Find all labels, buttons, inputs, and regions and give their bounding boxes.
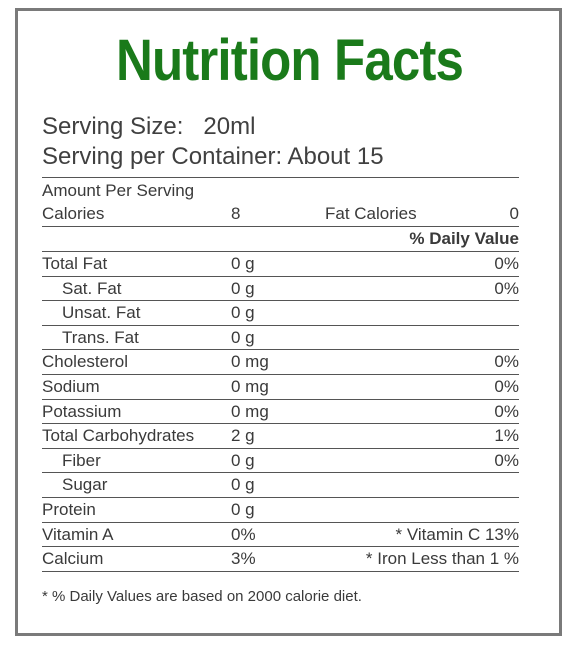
divider [42, 251, 519, 252]
divider [42, 226, 519, 227]
nutrient-daily-value: 0% [494, 352, 519, 371]
footnote: * % Daily Values are based on 2000 calor… [42, 588, 362, 605]
nutrient-row: Total Fat 0 g 0% [42, 252, 519, 276]
nutrient-name: Sat. Fat [62, 279, 122, 298]
daily-value-header-row: % Daily Value [42, 227, 519, 251]
vitamin-amount: 3% [231, 549, 256, 568]
divider [42, 571, 519, 572]
divider [42, 177, 519, 178]
divider [42, 325, 519, 326]
label-title: Nutrition Facts [116, 28, 464, 93]
calories-label: Calories [42, 204, 105, 223]
nutrient-name: Protein [42, 500, 96, 519]
nutrient-row: Sugar 0 g [42, 473, 519, 497]
nutrition-label [15, 8, 562, 636]
nutrient-amount: 0 mg [231, 402, 269, 421]
divider [42, 472, 519, 473]
vitamin-row: Calcium 3% * Iron Less than 1 % [42, 547, 519, 571]
divider [42, 399, 519, 400]
nutrient-row: Cholesterol 0 mg 0% [42, 350, 519, 374]
nutrient-name: Potassium [42, 402, 122, 421]
vitamin-other: * Iron Less than 1 % [365, 549, 519, 568]
fat-calories-value: 0 [509, 204, 519, 223]
nutrient-row: Sat. Fat 0 g 0% [42, 277, 519, 301]
divider [42, 276, 519, 277]
nutrient-name: Total Carbohydrates [42, 426, 195, 445]
daily-value-header: % Daily Value [409, 229, 519, 248]
nutrient-name: Sugar [62, 475, 108, 494]
servings-per-container: Serving per Container: About 15 [42, 143, 384, 170]
divider [42, 448, 519, 449]
nutrient-name: Total Fat [42, 254, 108, 273]
nutrient-daily-value: 0% [494, 451, 519, 470]
divider [42, 423, 519, 424]
nutrient-name: Cholesterol [42, 352, 128, 371]
nutrient-daily-value: 0% [494, 377, 519, 396]
nutrient-row: Total Carbohydrates 2 g 1% [42, 424, 519, 448]
fat-calories-label: Fat Calories [325, 204, 417, 223]
nutrient-amount: 0 mg [231, 352, 269, 371]
divider [42, 522, 519, 523]
divider [42, 300, 519, 301]
amount-per-serving-row: Amount Per Serving [42, 179, 519, 203]
nutrient-name: Sodium [42, 377, 100, 396]
nutrient-amount: 0 g [231, 451, 255, 470]
nutrient-row: Potassium 0 mg 0% [42, 400, 519, 424]
nutrient-row: Sodium 0 mg 0% [42, 375, 519, 399]
vitamin-name: Vitamin A [42, 525, 114, 544]
nutrient-name: Unsat. Fat [62, 303, 141, 322]
nutrient-row: Trans. Fat 0 g [42, 326, 519, 350]
nutrient-name: Trans. Fat [62, 328, 139, 347]
divider [42, 497, 519, 498]
vitamin-amount: 0% [231, 525, 256, 544]
divider [42, 349, 519, 350]
vitamin-other: * Vitamin C 13% [395, 525, 519, 544]
serving-info: Serving Size: 20ml Serving per Container… [42, 112, 384, 172]
nutrient-row: Unsat. Fat 0 g [42, 301, 519, 325]
calories-row: Calories 8 Fat Calories 0 [42, 202, 519, 226]
serving-size: Serving Size: 20ml [42, 113, 256, 140]
nutrient-amount: 2 g [231, 426, 255, 445]
nutrient-amount: 0 g [231, 254, 255, 273]
vitamin-name: Calcium [42, 549, 104, 568]
calories-value: 8 [231, 204, 241, 223]
nutrient-amount: 0 g [231, 279, 255, 298]
nutrient-row: Protein 0 g [42, 498, 519, 522]
nutrient-daily-value: 1% [494, 426, 519, 445]
nutrient-name: Fiber [62, 451, 101, 470]
nutrient-daily-value: 0% [494, 254, 519, 273]
nutrient-amount: 0 g [231, 303, 255, 322]
nutrient-daily-value: 0% [494, 279, 519, 298]
divider [42, 546, 519, 547]
nutrient-daily-value: 0% [494, 402, 519, 421]
nutrient-amount: 0 mg [231, 377, 269, 396]
divider [42, 374, 519, 375]
vitamin-row: Vitamin A 0% * Vitamin C 13% [42, 523, 519, 547]
amount-per-serving-label: Amount Per Serving [42, 181, 195, 200]
nutrient-amount: 0 g [231, 500, 255, 519]
nutrient-amount: 0 g [231, 328, 255, 347]
nutrient-row: Fiber 0 g 0% [42, 449, 519, 473]
nutrient-amount: 0 g [231, 475, 255, 494]
